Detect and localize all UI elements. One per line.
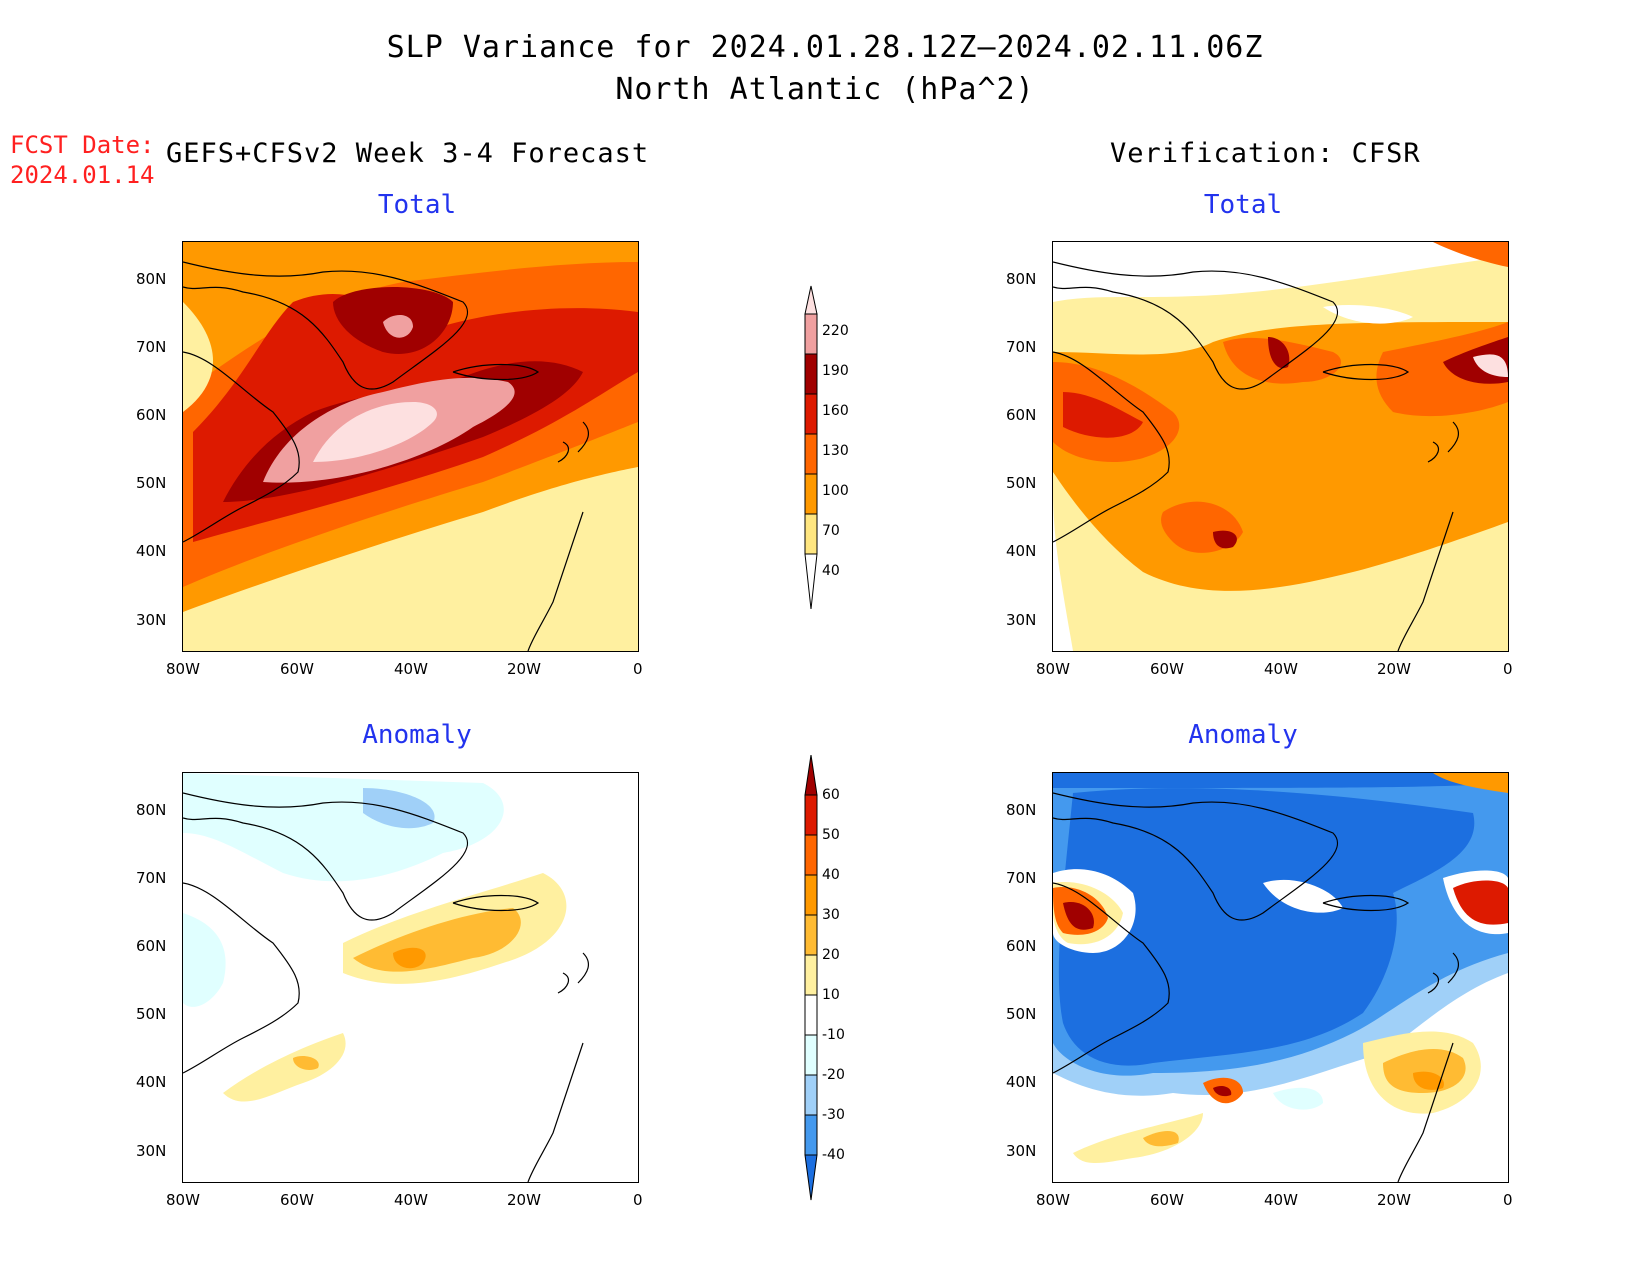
- forecast-anomaly-map: [182, 772, 639, 1183]
- lat-tick: 70N: [1006, 869, 1037, 887]
- colorbar-swatch: [804, 473, 818, 515]
- total-colorbar-swatches: [804, 285, 818, 610]
- colorbar-label: 100: [822, 483, 849, 499]
- lon-tick: 60W: [1150, 1191, 1184, 1209]
- colorbar-bottom-arrow: [804, 1154, 818, 1201]
- lat-tick: 70N: [136, 338, 167, 356]
- lat-tick: 30N: [136, 1142, 167, 1160]
- lat-tick: 30N: [136, 611, 167, 629]
- lon-tick: 20W: [507, 660, 541, 678]
- verification-column-header: Verification: CFSR: [1110, 138, 1421, 169]
- lat-tick: 40N: [136, 542, 167, 560]
- colorbar-swatch: [804, 874, 818, 916]
- figure-title-line-1: SLP Variance for 2024.01.28.12Z–2024.02.…: [386, 30, 1264, 65]
- colorbar-label: 40: [822, 867, 840, 883]
- lon-tick: 0: [633, 1191, 643, 1209]
- colorbar-swatch: [804, 513, 818, 555]
- colorbar-label: 20: [822, 947, 840, 963]
- colorbar-swatch: [804, 1114, 818, 1156]
- anomaly-colorbar: 60 50 40 30 20 10 -10 -20 -30 -40: [798, 754, 878, 1205]
- verification-anomaly-map: [1052, 772, 1509, 1183]
- colorbar-swatch: [804, 1034, 818, 1076]
- lon-tick: 20W: [1377, 660, 1411, 678]
- lat-tick: 50N: [136, 474, 167, 492]
- colorbar-label: -20: [822, 1067, 845, 1083]
- lat-tick: 60N: [1006, 937, 1037, 955]
- colorbar-swatch: [804, 313, 818, 355]
- lat-tick: 40N: [136, 1073, 167, 1091]
- colorbar-label: 40: [822, 563, 840, 579]
- colorbar-label: 130: [822, 443, 849, 459]
- lat-tick: 60N: [136, 937, 167, 955]
- colorbar-label: 10: [822, 987, 840, 1003]
- figure-title-line-2: North Atlantic (hPa^2): [615, 72, 1035, 107]
- lat-tick: 70N: [136, 869, 167, 887]
- lat-tick: 60N: [136, 406, 167, 424]
- colorbar-label: 160: [822, 403, 849, 419]
- lat-tick: 30N: [1006, 611, 1037, 629]
- lat-tick: 40N: [1006, 1073, 1037, 1091]
- verification-anomaly-title: Anomaly: [1188, 720, 1298, 750]
- lat-tick: 40N: [1006, 542, 1037, 560]
- lat-tick: 80N: [136, 270, 167, 288]
- anomaly-colorbar-swatches: [804, 754, 818, 1201]
- forecast-date-label: FCST Date:: [10, 131, 155, 159]
- colorbar-label: 70: [822, 523, 840, 539]
- lon-tick: 20W: [507, 1191, 541, 1209]
- colorbar-swatch: [804, 794, 818, 836]
- total-colorbar: 220 190 160 130 100 70 40: [798, 284, 878, 614]
- colorbar-label: 220: [822, 323, 849, 339]
- forecast-total-map: [182, 241, 639, 652]
- lon-tick: 60W: [280, 660, 314, 678]
- colorbar-label: 190: [822, 363, 849, 379]
- forecast-total-title: Total: [377, 190, 457, 220]
- lon-tick: 40W: [394, 660, 428, 678]
- lon-tick: 80W: [166, 1191, 200, 1209]
- forecast-date-value: 2024.01.14: [10, 161, 155, 189]
- colorbar-swatch: [804, 954, 818, 996]
- verification-total-title: Total: [1203, 190, 1283, 220]
- colorbar-label: -10: [822, 1027, 845, 1043]
- colorbar-bottom-arrow: [804, 553, 818, 610]
- lon-tick: 0: [1503, 660, 1513, 678]
- colorbar-label: 50: [822, 827, 840, 843]
- lat-tick: 50N: [1006, 474, 1037, 492]
- lon-tick: 40W: [1264, 660, 1298, 678]
- lon-tick: 60W: [280, 1191, 314, 1209]
- forecast-anomaly-title: Anomaly: [362, 720, 472, 750]
- lon-tick: 60W: [1150, 660, 1184, 678]
- lat-tick: 30N: [1006, 1142, 1037, 1160]
- colorbar-swatch: [804, 353, 818, 395]
- colorbar-swatch: [804, 1074, 818, 1116]
- lon-tick: 40W: [394, 1191, 428, 1209]
- lon-tick: 80W: [1036, 1191, 1070, 1209]
- colorbar-label: -30: [822, 1107, 845, 1123]
- lon-tick: 80W: [166, 660, 200, 678]
- colorbar-top-arrow: [804, 754, 818, 796]
- lat-tick: 70N: [1006, 338, 1037, 356]
- verification-total-map: [1052, 241, 1509, 652]
- forecast-column-header: GEFS+CFSv2 Week 3-4 Forecast: [166, 138, 650, 169]
- colorbar-top-arrow: [804, 285, 818, 315]
- colorbar-swatch: [804, 994, 818, 1036]
- lon-tick: 40W: [1264, 1191, 1298, 1209]
- lat-tick: 50N: [1006, 1005, 1037, 1023]
- colorbar-label: 30: [822, 907, 840, 923]
- lon-tick: 0: [633, 660, 643, 678]
- lat-tick: 80N: [136, 801, 167, 819]
- lon-tick: 20W: [1377, 1191, 1411, 1209]
- lat-tick: 50N: [136, 1005, 167, 1023]
- colorbar-swatch: [804, 914, 818, 956]
- colorbar-label: -40: [822, 1147, 845, 1163]
- colorbar-label: 60: [822, 787, 840, 803]
- lon-tick: 0: [1503, 1191, 1513, 1209]
- lat-tick: 80N: [1006, 270, 1037, 288]
- colorbar-swatch: [804, 834, 818, 876]
- lat-tick: 80N: [1006, 801, 1037, 819]
- colorbar-swatch: [804, 393, 818, 435]
- colorbar-swatch: [804, 433, 818, 475]
- lat-tick: 60N: [1006, 406, 1037, 424]
- lon-tick: 80W: [1036, 660, 1070, 678]
